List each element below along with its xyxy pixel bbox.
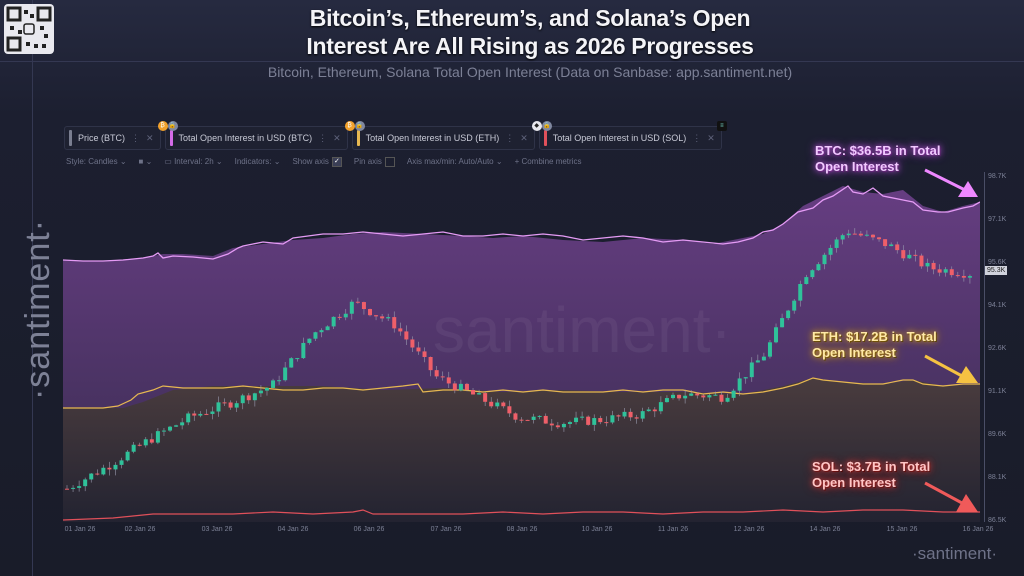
y-tick: 89.6K	[988, 431, 1007, 438]
bitcoin-badge-icon: ₿	[157, 121, 168, 131]
chart-plot-area[interactable]: santiment·	[63, 172, 980, 522]
chip-oi-btc[interactable]: ₿ 🔒 Total Open Interest in USD (BTC) ⋮ ✕	[157, 121, 348, 150]
btc-oi-line	[63, 185, 980, 262]
x-tick: 01 Jan 26	[64, 526, 96, 533]
color-dropdown[interactable]: ■ ⌄	[138, 157, 153, 166]
x-tick: 04 Jan 26	[277, 526, 309, 533]
x-tick: 06 Jan 26	[353, 526, 385, 533]
y-tick: 98.7K	[988, 173, 1007, 180]
close-icon[interactable]: ✕	[146, 132, 154, 143]
subtitle: Bitcoin, Ethereum, Solana Total Open Int…	[267, 64, 793, 80]
chart-toolbar: Style: Candles ⌄ ■ ⌄ ▭ Interval: 2h ⌄ In…	[66, 157, 581, 167]
y-tick: 95.6K	[988, 259, 1007, 266]
y-tick: 94.1K	[988, 302, 1007, 309]
santiment-watermark-bottom: ·santiment·	[912, 544, 998, 563]
more-icon[interactable]: ⋮	[131, 132, 140, 143]
show-axis-toggle[interactable]: Show axis ✓	[292, 157, 342, 167]
divider-horizontal	[0, 61, 1024, 62]
indicators-dropdown[interactable]: Indicators: ⌄	[234, 157, 281, 166]
title-line-2: Interest Are All Rising as 2026 Progress…	[306, 33, 754, 59]
eth-oi-line	[63, 377, 980, 409]
y-axis-line	[984, 172, 985, 522]
combine-metrics-button[interactable]: + Combine metrics	[514, 157, 582, 166]
chip-oi-eth[interactable]: ₿ 🔒 Total Open Interest in USD (ETH) ⋮ ✕	[344, 121, 535, 150]
y-tick: 97.1K	[988, 216, 1007, 223]
sol-arrow-icon	[924, 481, 978, 512]
page-title: Bitcoin’s, Ethereum’s, and Solana’s Open…	[200, 4, 860, 60]
close-icon[interactable]: ✕	[520, 132, 528, 143]
x-tick: 12 Jan 26	[733, 526, 765, 533]
current-price-tag: 95.3K	[985, 266, 1008, 275]
divider-vertical	[32, 0, 33, 576]
lock-icon: 🔒	[167, 121, 178, 131]
x-tick: 08 Jan 26	[506, 526, 538, 533]
more-icon[interactable]: ⋮	[318, 132, 328, 143]
annotation-btc: BTC: $36.5B in Total Open Interest	[815, 143, 941, 174]
eth-arrow-icon	[924, 354, 978, 383]
qr-code-icon	[4, 4, 54, 54]
y-tick: 91.1K	[988, 388, 1007, 395]
x-tick: 11 Jan 26	[657, 526, 689, 533]
close-icon[interactable]: ✕	[333, 132, 341, 143]
eth-oi-area	[63, 378, 980, 522]
chip-oi-sol[interactable]: ◆ 🔒 ≡ Total Open Interest in USD (SOL) ⋮…	[531, 121, 727, 150]
santiment-watermark-center: santiment·	[433, 294, 732, 366]
x-tick: 15 Jan 26	[886, 526, 918, 533]
solana-badge-icon: ≡	[716, 121, 727, 131]
color-marker	[356, 130, 360, 146]
sol-oi-line	[63, 509, 980, 521]
y-tick: 92.6K	[988, 345, 1007, 352]
color-marker	[69, 130, 72, 146]
x-tick: 02 Jan 26	[124, 526, 156, 533]
color-marker	[169, 130, 173, 146]
more-icon[interactable]: ⋮	[692, 132, 702, 143]
x-tick: 07 Jan 26	[430, 526, 462, 533]
interval-dropdown[interactable]: ▭ Interval: 2h ⌄	[164, 157, 223, 166]
btc-arrow-icon	[924, 168, 978, 197]
close-icon[interactable]: ✕	[707, 132, 715, 143]
chip-label: Total Open Interest in USD (ETH)	[365, 133, 500, 143]
ethereum-badge-icon: ◆	[531, 121, 542, 131]
x-tick: 16 Jan 26	[962, 526, 994, 533]
chip-label: Total Open Interest in USD (BTC)	[178, 133, 313, 143]
metric-chips: Price (BTC) ⋮ ✕ ₿ 🔒 Total Open Interest …	[64, 121, 727, 150]
chip-label: Total Open Interest in USD (SOL)	[552, 133, 687, 143]
style-dropdown[interactable]: Style: Candles ⌄	[66, 157, 127, 166]
chip-label: Price (BTC)	[78, 133, 125, 143]
chip-price-btc[interactable]: Price (BTC) ⋮ ✕	[64, 126, 161, 150]
color-marker	[543, 130, 547, 146]
y-tick: 88.1K	[988, 474, 1007, 481]
annotation-sol: SOL: $3.7B in Total Open Interest	[812, 459, 931, 490]
x-tick: 14 Jan 26	[809, 526, 841, 533]
title-line-1: Bitcoin’s, Ethereum’s, and Solana’s Open	[309, 5, 751, 31]
annotation-eth: ETH: $17.2B in Total Open Interest	[812, 329, 937, 360]
btc-price-candles	[65, 228, 972, 492]
lock-icon: 🔒	[541, 121, 552, 131]
y-tick: 86.5K	[988, 517, 1007, 524]
pin-axis-toggle[interactable]: Pin axis	[354, 157, 395, 167]
axis-minmax-dropdown[interactable]: Axis max/min: Auto/Auto ⌄	[406, 157, 503, 166]
lock-icon: 🔒	[354, 121, 365, 131]
x-tick: 10 Jan 26	[581, 526, 613, 533]
x-tick: 03 Jan 26	[201, 526, 233, 533]
more-icon[interactable]: ⋮	[505, 132, 515, 143]
bitcoin-badge-icon: ₿	[344, 121, 355, 131]
